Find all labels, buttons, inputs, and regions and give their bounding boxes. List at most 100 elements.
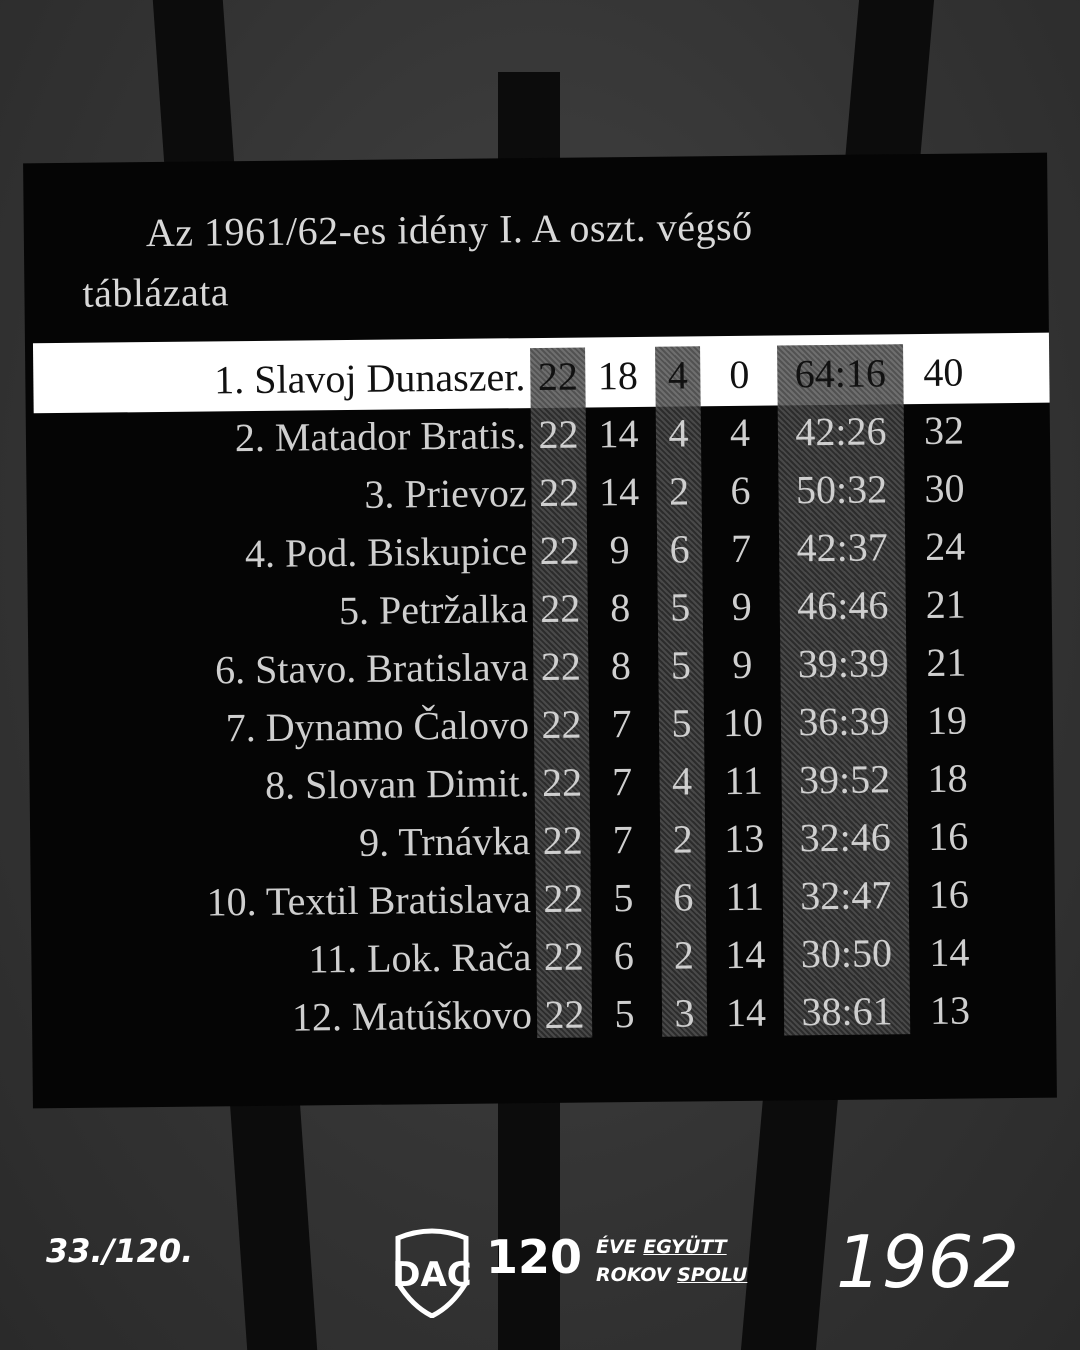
slogan-sk-2: SPOLU — [677, 1264, 748, 1286]
cell-p: 22 — [538, 469, 580, 516]
cell-w: 5 — [614, 991, 635, 1037]
cell-l: 11 — [725, 873, 765, 920]
cell-pts: 14 — [929, 929, 970, 975]
cell-d: 5 — [671, 700, 692, 746]
cell-w: 9 — [609, 527, 630, 573]
team-name: 10. Textil Bratislava — [206, 876, 532, 925]
cell-d: 4 — [667, 352, 689, 398]
table-row: 7. Dynamo Čalovo 22 7 5 10 36:39 19 — [29, 697, 1054, 766]
team-name: 8. Slovan Dimit. — [264, 760, 530, 808]
cell-p: 22 — [541, 701, 582, 747]
cell-p: 22 — [540, 643, 582, 689]
slogan-sk: ROKOV SPOLU — [596, 1264, 747, 1286]
table-row: 4. Pod. Biskupice 22 9 6 7 42:37 24 — [27, 523, 1052, 592]
anniversary-number: 120 — [486, 1230, 583, 1284]
table-row: 11. Lok. Rača 22 6 2 14 30:50 14 — [31, 929, 1056, 998]
table-row: 3. Prievoz 22 14 2 6 50:32 30 — [26, 465, 1051, 534]
table-row: 9. Trnávka 22 7 2 13 32:46 16 — [30, 813, 1055, 882]
cell-pts: 16 — [928, 871, 970, 917]
team-name: 5. Petržalka — [338, 586, 529, 634]
cell-l: 9 — [732, 641, 753, 687]
cell-g: 39:52 — [798, 756, 891, 803]
cell-pts: 19 — [926, 697, 968, 743]
cell-l: 0 — [729, 351, 750, 398]
post-counter: 33./120. — [46, 1232, 194, 1270]
team-name: 7. Dynamo Čalovo — [225, 702, 530, 751]
team-name: 3. Prievoz — [364, 470, 527, 517]
cell-pts: 40 — [923, 349, 964, 395]
cell-g: 64:16 — [794, 350, 887, 397]
cell-l: 6 — [730, 467, 751, 513]
slogan-hu: ÉVE EGYÜTT — [596, 1236, 727, 1258]
slogan-hu-1: ÉVE — [596, 1236, 637, 1258]
cell-g: 32:46 — [799, 814, 891, 861]
title-line-1: Az 1961/62-es idény I. A oszt. végső — [145, 203, 753, 256]
cell-pts: 24 — [924, 523, 966, 569]
cell-w: 18 — [597, 352, 639, 399]
table-row: 2. Matador Bratis. 22 14 4 4 42:26 32 — [26, 407, 1051, 476]
cell-g: 42:37 — [796, 524, 888, 571]
cell-g: 36:39 — [798, 698, 890, 745]
cell-w: 7 — [611, 701, 632, 747]
cell-d: 2 — [673, 932, 695, 978]
table-row: 10. Textil Bratislava 22 5 6 11 32:47 16 — [31, 871, 1056, 940]
dac-logo: DAC — [392, 1228, 472, 1318]
cell-l: 9 — [731, 583, 752, 629]
cell-l: 14 — [725, 931, 766, 978]
cell-w: 7 — [612, 817, 633, 863]
table-row: 8. Slovan Dimit. 22 7 4 11 39:52 18 — [29, 755, 1054, 824]
table-row: 6. Stavo. Bratislava 22 8 5 9 39:39 21 — [28, 639, 1053, 708]
cell-pts: 21 — [925, 581, 966, 627]
cell-d: 5 — [670, 584, 691, 630]
team-name: 9. Trnávka — [358, 818, 531, 865]
cell-g: 46:46 — [796, 582, 889, 629]
cell-pts: 32 — [923, 407, 965, 453]
team-name: 2. Matador Bratis. — [234, 412, 527, 461]
standings-clipping: Az 1961/62-es idény I. A oszt. végső táb… — [23, 152, 1057, 1109]
cell-w: 8 — [610, 643, 632, 689]
cell-d: 6 — [673, 874, 694, 920]
cell-pts: 18 — [927, 755, 968, 801]
cell-w: 8 — [610, 585, 631, 631]
cell-pts: 13 — [929, 987, 971, 1033]
cell-w: 14 — [598, 410, 639, 457]
cell-g: 38:61 — [801, 988, 893, 1035]
cell-w: 5 — [613, 875, 634, 921]
cell-d: 4 — [671, 758, 693, 804]
slogan-hu-2: EGYÜTT — [643, 1236, 727, 1258]
cell-d: 2 — [668, 468, 690, 514]
cell-pts: 30 — [924, 465, 965, 511]
cell-pts: 16 — [927, 813, 969, 859]
slogan-sk-1: ROKOV — [596, 1264, 671, 1286]
year: 1962 — [836, 1220, 1020, 1304]
cell-d: 6 — [669, 526, 690, 572]
cell-g: 50:32 — [795, 466, 888, 513]
cell-l: 13 — [723, 815, 765, 862]
cell-g: 39:39 — [797, 640, 890, 687]
cell-w: 6 — [613, 933, 635, 979]
team-name: 11. Lok. Rača — [308, 934, 532, 982]
cell-d: 5 — [670, 642, 692, 688]
cell-p: 22 — [544, 991, 585, 1037]
cell-pts: 21 — [926, 639, 967, 685]
cell-d: 2 — [672, 816, 693, 862]
title-line-2: táblázata — [82, 269, 230, 316]
cell-g: 42:26 — [795, 408, 887, 455]
cell-l: 10 — [722, 699, 764, 746]
team-name: 4. Pod. Biskupice — [244, 528, 528, 577]
team-name: 6. Stavo. Bratislava — [214, 644, 529, 693]
cell-l: 11 — [724, 757, 764, 804]
table-row: 5. Petržalka 22 8 5 9 46:46 21 — [28, 581, 1053, 650]
cell-p: 22 — [541, 759, 583, 805]
cell-l: 4 — [729, 409, 751, 455]
table-row: 12. Matúškovo 22 5 3 14 38:61 13 — [32, 987, 1057, 1056]
cell-p: 22 — [537, 353, 579, 400]
cell-g: 32:47 — [799, 872, 892, 919]
cell-d: 4 — [668, 410, 689, 456]
cell-w: 14 — [598, 468, 640, 515]
cell-d: 3 — [674, 990, 695, 1036]
cell-p: 22 — [543, 933, 585, 979]
cell-l: 7 — [730, 525, 752, 571]
team-name: 1. Slavoj Dunaszer. — [214, 354, 526, 403]
cell-g: 30:50 — [800, 930, 893, 977]
